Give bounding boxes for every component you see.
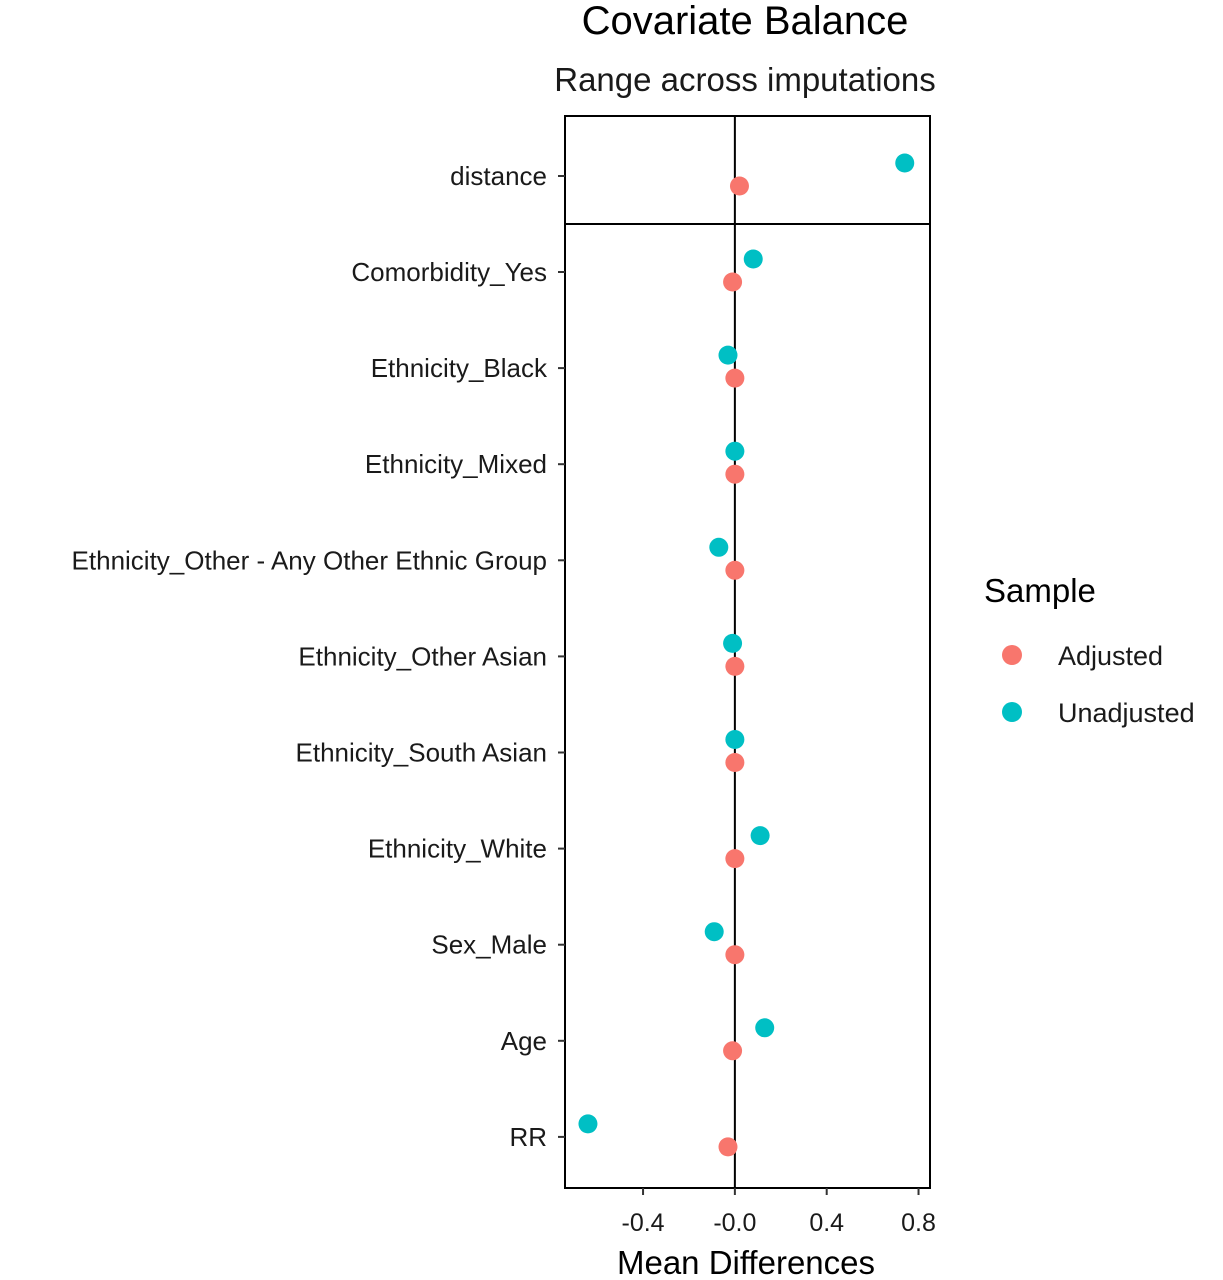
unadjusted-point	[895, 153, 915, 173]
y-tick-label: Age	[501, 1026, 547, 1056]
y-tick-label: Ethnicity_Black	[371, 353, 548, 383]
unadjusted-point	[755, 1018, 775, 1038]
x-axis-ticks: -0.4 -0.0 0.4 0.8	[622, 1188, 936, 1237]
adjusted-point	[723, 1041, 743, 1061]
adjusted-point	[725, 849, 745, 869]
adjusted-point	[725, 560, 745, 580]
y-tick-label: Ethnicity_Other Asian	[298, 641, 547, 671]
y-tick-label: Sex_Male	[431, 930, 547, 960]
adjusted-point	[725, 464, 745, 484]
unadjusted-point	[743, 249, 763, 269]
x-axis-label: Mean Differences	[617, 1244, 875, 1280]
x-tick-label: 0.8	[901, 1209, 936, 1237]
adjusted-point	[718, 1137, 738, 1157]
x-tick-label: 0.4	[809, 1209, 844, 1237]
adjusted-point	[729, 176, 749, 196]
data-points	[578, 153, 915, 1157]
y-tick-label: Ethnicity_Mixed	[365, 449, 547, 479]
panel-border	[564, 115, 931, 1189]
chart-title: Covariate Balance	[582, 0, 909, 43]
y-tick-label: Ethnicity_South Asian	[296, 738, 548, 768]
unadjusted-point	[725, 441, 745, 461]
legend-key-adjusted	[1002, 645, 1022, 665]
unadjusted-point	[750, 826, 770, 846]
plot-panel	[564, 115, 931, 1189]
unadjusted-point	[578, 1114, 598, 1134]
unadjusted-point	[723, 633, 743, 653]
legend-key-unadjusted	[1002, 702, 1022, 722]
adjusted-point	[725, 656, 745, 676]
legend-label-unadjusted: Unadjusted	[1058, 698, 1195, 728]
y-tick-label: Comorbidity_Yes	[351, 257, 547, 287]
x-tick-label: -0.4	[622, 1209, 665, 1237]
y-tick-label: RR	[509, 1122, 547, 1152]
legend-label-adjusted: Adjusted	[1058, 641, 1163, 671]
legend: Sample Adjusted Unadjusted	[984, 572, 1195, 728]
legend-title: Sample	[984, 572, 1096, 609]
y-axis-tick-labels: distance Comorbidity_Yes Ethnicity_Black Et…	[72, 161, 565, 1152]
adjusted-point	[723, 272, 743, 292]
x-tick-label: -0.0	[713, 1209, 756, 1237]
adjusted-point	[725, 945, 745, 965]
y-tick-label: Ethnicity_White	[368, 834, 547, 864]
chart-subtitle: Range across imputations	[554, 61, 936, 98]
adjusted-point	[725, 368, 745, 388]
y-tick-label: Ethnicity_Other - Any Other Ethnic Group	[72, 545, 547, 575]
adjusted-point	[725, 753, 745, 772]
unadjusted-point	[725, 730, 745, 749]
unadjusted-point	[704, 922, 724, 942]
y-tick-label: distance	[450, 161, 547, 191]
unadjusted-point	[709, 537, 729, 557]
unadjusted-point	[718, 345, 738, 365]
